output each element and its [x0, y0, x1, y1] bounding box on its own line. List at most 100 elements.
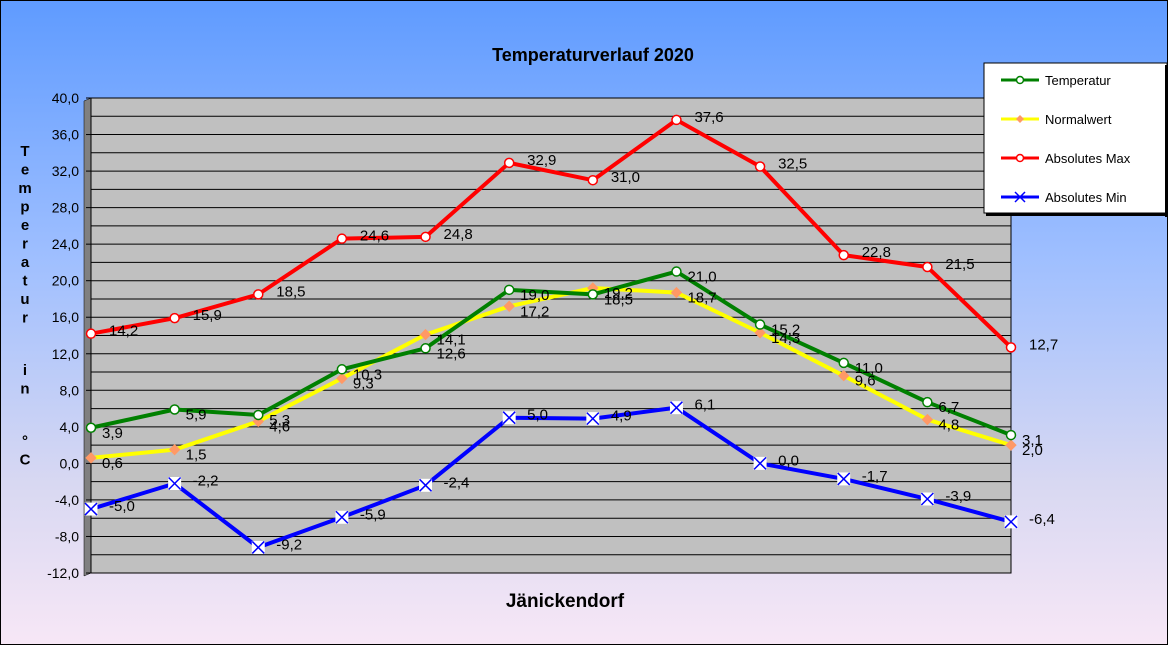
data-point: [753, 456, 767, 470]
data-label: 14,3: [771, 330, 800, 347]
data-point: [838, 357, 849, 369]
data-label: 9,3: [353, 375, 374, 392]
data-label: 15,2: [771, 322, 800, 339]
legend-item: Absolutes Max: [1001, 151, 1131, 166]
legend-label: Temperatur: [1045, 73, 1111, 88]
data-point: [1005, 342, 1017, 353]
y-tick-label: -12,0: [47, 565, 79, 581]
legend-marker-cross: [1014, 191, 1026, 203]
y-tick-label: 32,0: [52, 163, 79, 179]
series-normalwert: [85, 282, 1017, 464]
data-label: 6,7: [938, 399, 959, 416]
data-label: 24,6: [360, 228, 389, 245]
data-point: [1004, 515, 1018, 529]
data-label: 10,3: [353, 366, 382, 383]
y-tick-label: 0,0: [60, 455, 80, 471]
data-label: 32,5: [778, 156, 807, 173]
y-axis-label-letter: C: [20, 452, 31, 469]
data-point: [336, 233, 348, 244]
data-label: 2,0: [1022, 442, 1043, 459]
data-label: -5,9: [360, 506, 386, 523]
data-point: [671, 114, 682, 126]
data-point: [419, 328, 432, 341]
data-point: [754, 319, 766, 330]
data-label: 22,8: [862, 244, 891, 261]
data-label: -5,0: [109, 498, 135, 515]
data-label: -3,9: [945, 488, 971, 505]
data-point: [671, 266, 682, 277]
legend-marker: [1016, 115, 1024, 123]
data-label: 17,2: [520, 303, 549, 320]
y-axis-label-letter: u: [20, 291, 29, 308]
data-point: [669, 401, 683, 415]
x-axis-label: Jänickendorf: [506, 591, 625, 612]
data-label: 6,1: [694, 397, 715, 414]
series-line: [90, 269, 1012, 437]
data-point: [335, 510, 349, 524]
data-point-cross: [502, 411, 516, 425]
legend-marker: [1014, 191, 1026, 203]
legend-label: Absolutes Max: [1045, 151, 1131, 166]
legend-item: Normalwert: [1001, 112, 1112, 127]
data-label: 31,0: [611, 169, 640, 186]
legend-label: Normalwert: [1045, 112, 1112, 127]
data-point: [336, 364, 348, 375]
data-point: [670, 286, 683, 299]
y-tick-label: 16,0: [52, 309, 79, 325]
series-line: [90, 405, 1012, 550]
data-label: 4,8: [938, 417, 959, 434]
data-label: 18,5: [604, 291, 633, 308]
data-point: [253, 409, 264, 421]
data-label: 9,6: [855, 373, 876, 390]
data-point: [85, 328, 97, 339]
series-line: [90, 117, 1013, 349]
y-tick-label: 12,0: [52, 346, 79, 362]
data-label: 21,0: [687, 269, 716, 286]
data-label: 14,1: [437, 332, 466, 349]
data-label: 5,3: [269, 412, 290, 429]
data-label: 19,2: [604, 285, 633, 302]
data-label: 5,0: [527, 407, 548, 424]
y-tick-label: 4,0: [60, 419, 80, 435]
data-point: [502, 411, 516, 425]
chart-title: Temperaturverlauf 2020: [492, 45, 694, 65]
data-point: [336, 372, 348, 385]
data-point-cross: [168, 476, 182, 491]
data-label: -1,7: [862, 468, 888, 485]
y-axis-label-letter: T: [20, 143, 29, 160]
data-point: [922, 396, 933, 408]
data-label: 3,9: [102, 425, 123, 442]
data-label: 21,5: [945, 256, 974, 273]
data-label: 3,1: [1022, 432, 1043, 449]
data-point-cross: [586, 412, 600, 426]
data-point: [922, 261, 933, 273]
data-label: -9,2: [276, 536, 302, 553]
data-point: [587, 289, 599, 300]
data-label: 24,8: [444, 226, 473, 243]
data-point: [84, 502, 98, 516]
data-point: [85, 452, 97, 464]
data-label: 14,2: [109, 323, 138, 340]
series-temperatur: [85, 266, 1017, 441]
legend-marker: [1015, 75, 1025, 85]
y-axis-label-letter: t: [23, 273, 28, 290]
y-tick-label: 28,0: [52, 200, 79, 216]
data-label: 12,6: [437, 345, 466, 362]
y-axis-label-letter: r: [22, 236, 28, 253]
data-point: [920, 492, 934, 506]
y-axis-label-letter: °: [22, 433, 28, 450]
data-point: [921, 413, 934, 426]
data-point-cross: [1004, 515, 1018, 529]
data-point: [168, 443, 181, 456]
series-line: [90, 286, 1012, 460]
data-point: [168, 476, 182, 491]
y-axis-label-letter: p: [20, 199, 29, 216]
data-point-cross: [419, 478, 433, 492]
data-label: 0,6: [102, 455, 123, 472]
data-label: 19,0: [520, 287, 549, 304]
data-point-cross: [753, 456, 767, 470]
y-tick-label: -8,0: [55, 528, 79, 544]
data-label: 18,7: [687, 290, 716, 307]
data-label: 15,9: [193, 307, 222, 324]
